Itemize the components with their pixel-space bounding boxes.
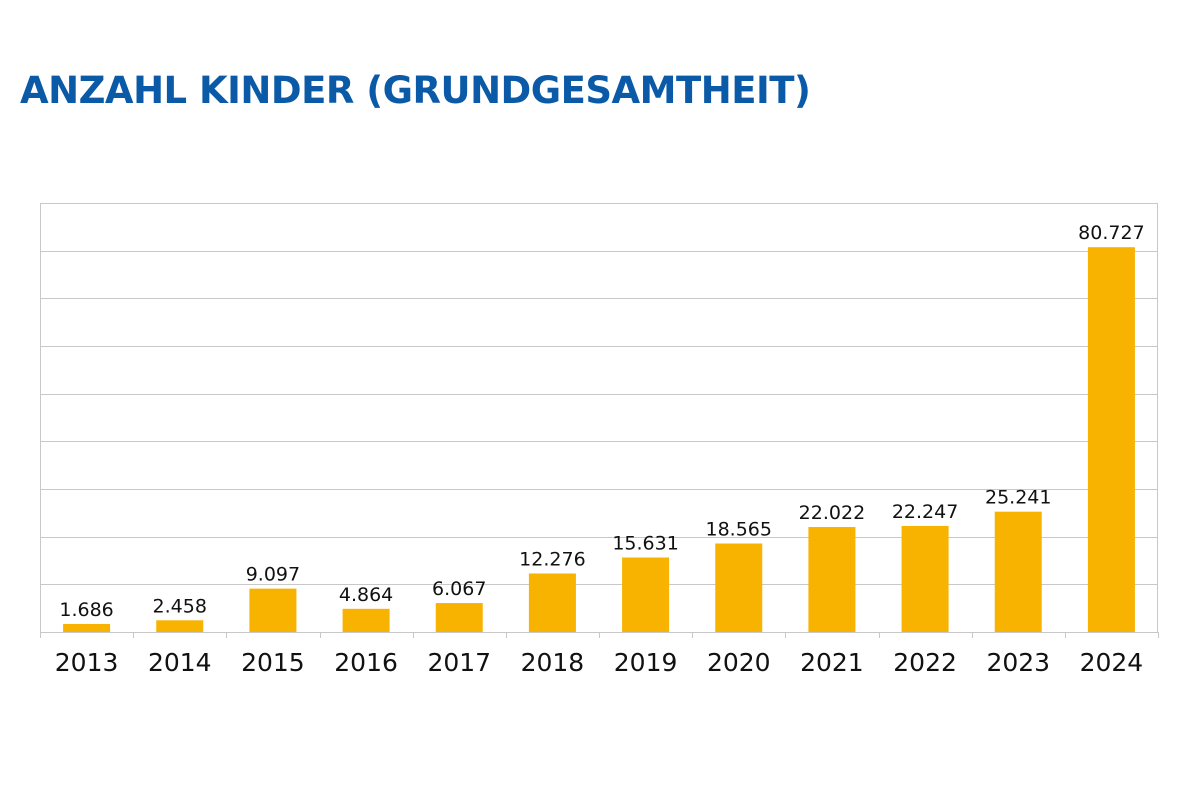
bar-2017 [435, 603, 483, 632]
x-tick-2020: 2020 [707, 648, 771, 677]
value-label-2016: 4.864 [339, 584, 393, 606]
bar-2021 [808, 527, 856, 632]
bar-2015 [249, 588, 297, 632]
x-tick-2014: 2014 [148, 648, 212, 677]
value-label-2017: 6.067 [432, 578, 486, 600]
x-axis-ticks: 2013 2014 2015 2016 2017 2018 2019 2020 2021 2022… [55, 648, 1143, 677]
bar-2016 [342, 608, 390, 632]
value-label-2013: 1.686 [59, 599, 113, 621]
x-tick-2022: 2022 [893, 648, 957, 677]
bars [63, 247, 1135, 632]
value-label-2023: 25.241 [985, 487, 1051, 509]
value-label-2022: 22.247 [892, 501, 958, 523]
value-label-2019: 15.631 [612, 532, 678, 554]
bar-2014 [156, 620, 204, 632]
value-label-2018: 12.276 [519, 548, 585, 570]
bar-2024 [1087, 247, 1135, 632]
bar-2022 [901, 525, 949, 632]
value-label-2020: 18.565 [706, 519, 772, 541]
x-tick-2024: 2024 [1080, 648, 1144, 677]
x-tick-2017: 2017 [427, 648, 491, 677]
x-tick-2023: 2023 [986, 648, 1050, 677]
x-tick-2013: 2013 [55, 648, 119, 677]
value-label-2014: 2.458 [153, 595, 207, 617]
x-tick-2019: 2019 [614, 648, 678, 677]
x-tick-2016: 2016 [334, 648, 398, 677]
x-tick-2018: 2018 [521, 648, 585, 677]
chart-title: ANZAHL KINDER (GRUNDGESAMTHEIT) [20, 69, 811, 112]
x-tick-2015: 2015 [241, 648, 305, 677]
bar-2020 [715, 543, 763, 632]
grid-lines [40, 203, 1159, 638]
value-label-2015: 9.097 [246, 564, 300, 586]
bar-2019 [622, 557, 670, 632]
bar-2023 [994, 511, 1042, 632]
value-labels: 1.686 2.458 9.097 4.864 6.067 12.276 15.631 18.… [59, 222, 1144, 621]
bar-2018 [528, 573, 576, 632]
value-label-2021: 22.022 [799, 502, 865, 524]
bar-2013 [63, 623, 111, 632]
value-label-2024: 80.727 [1078, 222, 1144, 244]
x-tick-2021: 2021 [800, 648, 864, 677]
